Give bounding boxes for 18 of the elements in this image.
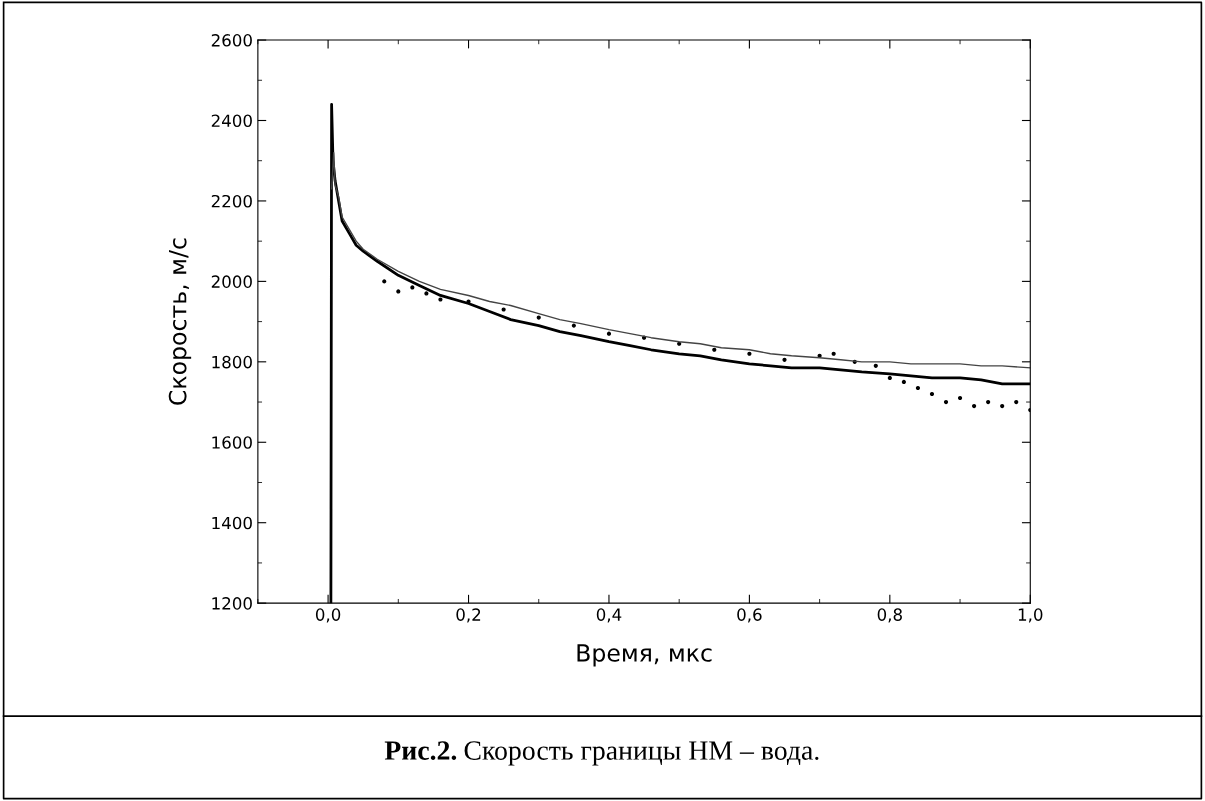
text: Скорость границы НМ – вода. — [464, 741, 819, 766]
y-tick-label: 2600 — [211, 34, 252, 47]
x-tick-label: 0,8 — [877, 608, 902, 623]
text: Рис.2. — [384, 741, 457, 761]
y-tick-label: 1800 — [212, 355, 252, 369]
x-tick-label: 0,2 — [456, 608, 481, 623]
y-tick-label: 1600 — [212, 436, 252, 449]
x-tick-label: 1,0 — [1018, 608, 1043, 623]
x-tick-label: 0,6 — [737, 608, 762, 623]
y-tick-label: 2200 — [211, 194, 252, 208]
y-tick-label: 1400 — [212, 516, 252, 530]
y-tick-label: 2400 — [211, 114, 252, 128]
y-tick-label: 2000 — [211, 275, 252, 288]
x-axis-title: Время, мкс — [577, 644, 712, 667]
x-tick-label: 0,0 — [315, 608, 341, 623]
x-tick-label: 0,4 — [596, 608, 622, 623]
y-tick-label: 1200 — [212, 597, 252, 610]
y-axis-title: Скорость, м/с — [168, 238, 192, 405]
